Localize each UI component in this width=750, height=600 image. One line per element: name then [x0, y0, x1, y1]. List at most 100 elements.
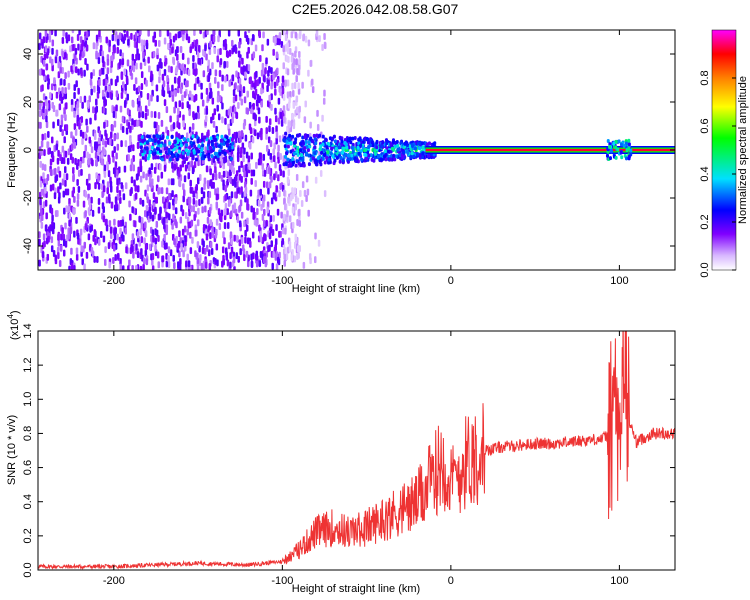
heatmap-cell: [137, 53, 141, 61]
heatmap-cell: [252, 207, 256, 215]
heatmap-cell: [227, 146, 231, 151]
heatmap-cell: [140, 83, 144, 91]
heatmap-cell: [116, 193, 120, 201]
heatmap-cell: [196, 177, 200, 185]
heatmap-cell: [175, 131, 178, 139]
heatmap-cell: [211, 173, 215, 181]
heatmap-cell: [56, 157, 60, 165]
heatmap-cell: [268, 181, 272, 189]
heatmap-cell: [228, 79, 231, 87]
heatmap-cell: [361, 145, 365, 150]
heatmap-cell: [141, 152, 145, 157]
heatmap-cell: [221, 246, 225, 254]
heatmap-cell: [86, 100, 90, 108]
heatmap-cell: [84, 210, 87, 218]
heatmap-cell: [275, 263, 279, 270]
heatmap-cell: [116, 143, 120, 151]
heatmap-cell: [209, 149, 213, 154]
heatmap-cell: [172, 58, 176, 66]
heatmap-cell: [73, 230, 76, 238]
heatmap-cell: [187, 69, 191, 77]
heatmap-cell: [58, 103, 62, 111]
heatmap-cell: [93, 229, 97, 237]
spectrogram-heatmap: [38, 30, 675, 270]
heatmap-cell: [64, 87, 67, 95]
heatmap-cell: [60, 114, 64, 122]
heatmap-cell: [194, 93, 198, 101]
heatmap-cell: [250, 152, 253, 160]
heatmap-cell: [115, 169, 119, 177]
heatmap-cell: [113, 120, 117, 128]
heatmap-cell: [614, 145, 618, 150]
heatmap-cell: [627, 138, 631, 143]
heatmap-cell: [221, 84, 224, 92]
heatmap-cell: [188, 202, 191, 210]
heatmap-cell: [207, 140, 211, 145]
heatmap-cell: [292, 62, 295, 70]
heatmap-cell: [100, 231, 103, 239]
heatmap-cell: [163, 201, 166, 209]
heatmap-cell: [174, 207, 178, 215]
heatmap-cell: [205, 165, 209, 173]
heatmap-cell: [64, 51, 67, 59]
heatmap-cell: [85, 178, 89, 186]
heatmap-cell: [94, 238, 97, 246]
heatmap-cell: [155, 84, 159, 92]
heatmap-cell: [183, 67, 186, 75]
heatmap-cell: [173, 163, 177, 171]
heatmap-cell: [273, 192, 277, 200]
heatmap-cell: [192, 150, 196, 155]
heatmap-cell: [46, 51, 49, 59]
heatmap-cell: [103, 121, 106, 129]
snr-y-axis-label: SNR (10 * v/v): [6, 415, 18, 485]
heatmap-cell: [105, 133, 108, 141]
heatmap-cell: [83, 95, 87, 103]
heatmap-cell: [214, 76, 217, 84]
heatmap-cell: [181, 155, 185, 160]
heatmap-cell: [95, 159, 98, 167]
heatmap-cell: [249, 127, 253, 135]
heatmap-cell: [263, 233, 266, 241]
heatmap-cell: [144, 221, 147, 229]
heatmap-cell: [120, 34, 124, 42]
heatmap-cell: [252, 169, 256, 177]
heatmap-cell: [78, 30, 81, 36]
heatmap-cell: [95, 105, 98, 113]
heatmap-cell: [101, 67, 105, 75]
heatmap-cell: [297, 82, 300, 90]
heatmap-cell: [154, 206, 157, 214]
heatmap-cell: [232, 256, 236, 264]
heatmap-cell: [141, 155, 145, 160]
heatmap-cell: [252, 90, 255, 98]
snr-x-tick-label: -200: [103, 575, 125, 587]
heatmap-cell: [140, 222, 144, 230]
heatmap-cell: [85, 31, 89, 39]
heatmap-cell: [182, 183, 185, 191]
heatmap-cell: [188, 145, 192, 150]
heatmap-cell: [284, 131, 288, 136]
svg-text:(x104): (x104): [6, 310, 21, 340]
heatmap-cell: [196, 76, 200, 84]
heatmap-cell: [307, 209, 310, 217]
heatmap-cell: [186, 228, 190, 236]
heatmap-cell: [269, 140, 273, 148]
heatmap-cell: [129, 125, 132, 133]
heatmap-cell: [259, 55, 262, 63]
heatmap-cell: [157, 175, 160, 183]
heatmap-cell: [344, 152, 348, 157]
heatmap-cell: [216, 95, 220, 103]
heatmap-cell: [219, 138, 223, 143]
heatmap-cell: [381, 140, 385, 145]
heatmap-cell: [403, 141, 407, 146]
heatmap-cell: [97, 149, 100, 157]
heatmap-cell: [198, 44, 201, 52]
heatmap-cell: [141, 138, 145, 143]
heatmap-cell: [71, 156, 74, 164]
heatmap-cell: [246, 217, 249, 225]
heatmap-cell: [208, 191, 212, 199]
heatmap-cell: [346, 159, 350, 164]
heatmap-cell: [193, 214, 196, 222]
heatmap-cell: [258, 116, 261, 124]
heatmap-cell: [258, 224, 261, 232]
heatmap-cell: [72, 175, 75, 183]
